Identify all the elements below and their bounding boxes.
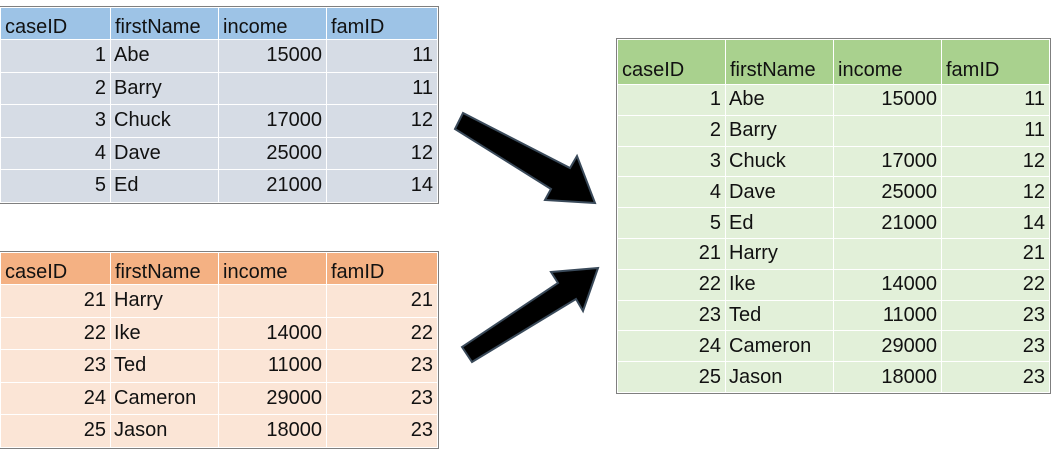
- cell-firstname: Abe: [725, 84, 834, 116]
- table-row: 3 Chuck 17000 12: [0, 104, 438, 138]
- cell-famid: 12: [941, 145, 1050, 178]
- cell-income: 15000: [833, 84, 942, 116]
- table-row: 1 Abe 15000 11: [617, 84, 1050, 116]
- cell-firstname: Ted: [110, 349, 219, 383]
- cell-income: 14000: [833, 268, 942, 301]
- cell-famid: 21: [941, 237, 1050, 270]
- cell-income: 29000: [218, 381, 327, 415]
- cell-caseid: 25: [617, 361, 726, 393]
- table-row: 25 Jason 18000 23: [617, 361, 1050, 393]
- cell-famid: 14: [326, 169, 438, 203]
- cell-income: 15000: [218, 39, 327, 73]
- cell-caseid: 25: [0, 414, 111, 448]
- arrow-up-right-icon: [460, 266, 600, 364]
- table-row: 21 Harry 21: [617, 237, 1050, 270]
- column-header-income: income: [833, 39, 942, 85]
- table-c-combined: caseID firstName income famID 1 Abe 15000 11 2 B…: [616, 38, 1051, 394]
- cell-firstname: Ike: [110, 316, 219, 350]
- cell-firstname: Barry: [725, 114, 834, 147]
- cell-firstname: Jason: [725, 361, 834, 393]
- column-header-famid: famID: [326, 7, 438, 40]
- table-row: 22 Ike 14000 22: [0, 316, 438, 350]
- cell-income: 17000: [218, 104, 327, 138]
- table-row: 2 Barry 11: [617, 114, 1050, 147]
- column-header-firstname: firstName: [110, 252, 219, 285]
- table-row: 2 Barry 11: [0, 71, 438, 105]
- cell-caseid: 24: [617, 330, 726, 363]
- column-header-firstname: firstName: [725, 39, 834, 85]
- cell-firstname: Dave: [725, 176, 834, 209]
- cell-famid: 21: [326, 284, 438, 318]
- table-row: 24 Cameron 29000 23: [617, 330, 1050, 363]
- cell-income: [833, 114, 942, 147]
- table-a: caseID firstName income famID 1 Abe 15000 11 2 B…: [0, 6, 439, 204]
- cell-income: 25000: [218, 136, 327, 170]
- cell-caseid: 3: [0, 104, 111, 138]
- table-row: 21 Harry 21: [0, 284, 438, 318]
- cell-caseid: 24: [0, 381, 111, 415]
- table-row: 5 Ed 21000 14: [617, 207, 1050, 239]
- cell-firstname: Ed: [110, 169, 219, 203]
- column-header-caseid: caseID: [0, 252, 111, 285]
- header-row: caseID firstName income famID: [617, 39, 1050, 85]
- cell-famid: 23: [326, 381, 438, 415]
- table-row: 1 Abe 15000 11: [0, 39, 438, 73]
- cell-caseid: 22: [0, 316, 111, 350]
- cell-famid: 11: [326, 71, 438, 105]
- arrow-down-right-icon: [453, 111, 597, 205]
- table-b: caseID firstName income famID 21 Harry 21 22 Ik…: [0, 251, 439, 449]
- cell-caseid: 2: [617, 114, 726, 147]
- header-row: caseID firstName income famID: [0, 7, 438, 40]
- cell-income: 11000: [218, 349, 327, 383]
- table-row: 4 Dave 25000 12: [0, 136, 438, 170]
- column-header-famid: famID: [941, 39, 1050, 85]
- cell-caseid: 23: [0, 349, 111, 383]
- cell-famid: 23: [941, 361, 1050, 393]
- table-row: 25 Jason 18000 23: [0, 414, 438, 448]
- table-row: 5 Ed 21000 14: [0, 169, 438, 203]
- cell-famid: 23: [326, 349, 438, 383]
- cell-firstname: Chuck: [110, 104, 219, 138]
- column-header-firstname: firstName: [110, 7, 219, 40]
- cell-income: 11000: [833, 299, 942, 332]
- cell-firstname: Ted: [725, 299, 834, 332]
- cell-famid: 11: [941, 84, 1050, 116]
- cell-caseid: 22: [617, 268, 726, 301]
- column-header-famid: famID: [326, 252, 438, 285]
- table-row: 24 Cameron 29000 23: [0, 381, 438, 415]
- cell-caseid: 2: [0, 71, 111, 105]
- cell-famid: 22: [326, 316, 438, 350]
- cell-famid: 12: [326, 104, 438, 138]
- cell-firstname: Ike: [725, 268, 834, 301]
- column-header-caseid: caseID: [0, 7, 111, 40]
- cell-firstname: Abe: [110, 39, 219, 73]
- cell-famid: 23: [326, 414, 438, 448]
- table-row: 23 Ted 11000 23: [0, 349, 438, 383]
- cell-caseid: 21: [617, 237, 726, 270]
- cell-caseid: 4: [617, 176, 726, 209]
- cell-income: 29000: [833, 330, 942, 363]
- cell-caseid: 1: [617, 84, 726, 116]
- column-header-caseid: caseID: [617, 39, 726, 85]
- column-header-income: income: [218, 7, 327, 40]
- cell-firstname: Ed: [725, 207, 834, 239]
- cell-famid: 11: [941, 114, 1050, 147]
- cell-income: [218, 284, 327, 318]
- cell-income: [218, 71, 327, 105]
- cell-famid: 23: [941, 299, 1050, 332]
- header-row: caseID firstName income famID: [0, 252, 438, 285]
- table-row: 22 Ike 14000 22: [617, 268, 1050, 301]
- cell-income: 18000: [218, 414, 327, 448]
- cell-income: 14000: [218, 316, 327, 350]
- cell-firstname: Jason: [110, 414, 219, 448]
- cell-income: 21000: [833, 207, 942, 239]
- cell-famid: 12: [326, 136, 438, 170]
- table-row: 3 Chuck 17000 12: [617, 145, 1050, 178]
- table-row: 23 Ted 11000 23: [617, 299, 1050, 332]
